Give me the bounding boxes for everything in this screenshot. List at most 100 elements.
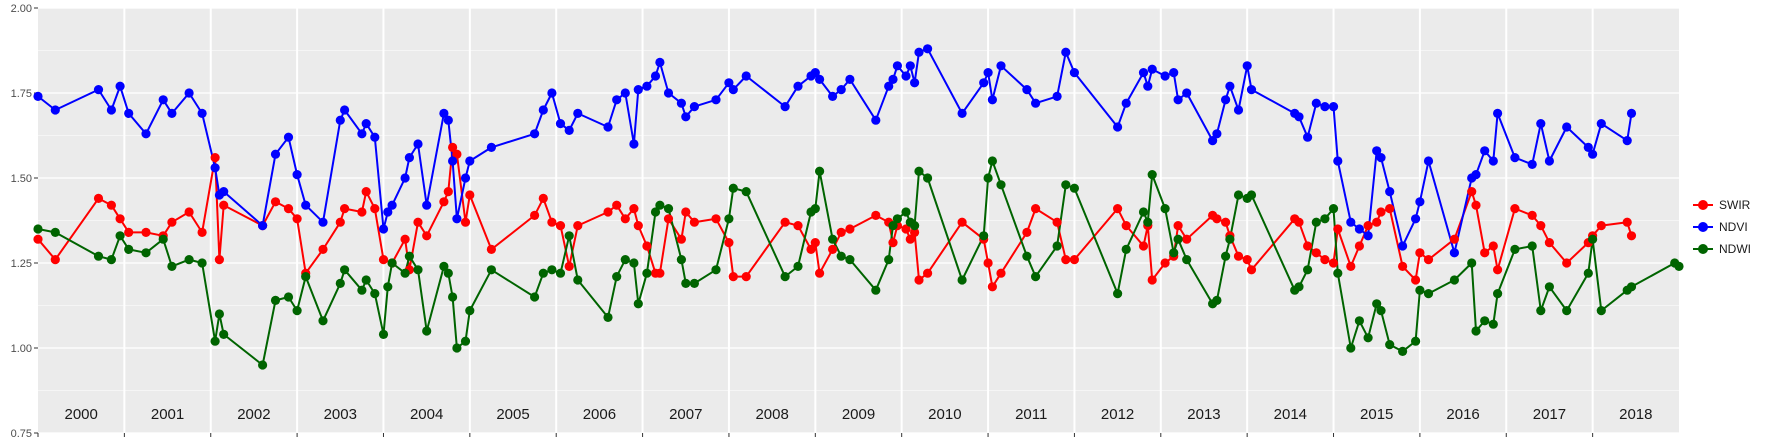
- data-point-ndvi: [443, 115, 453, 125]
- data-point-ndwi: [214, 309, 224, 319]
- data-point-swir: [1221, 217, 1231, 227]
- data-point-ndvi: [1544, 156, 1554, 166]
- data-point-ndwi: [892, 214, 903, 224]
- data-point-ndwi: [1398, 346, 1408, 356]
- legend-label-ndwi: NDWI: [1719, 242, 1751, 256]
- data-point-ndwi: [914, 166, 924, 176]
- data-point-swir: [460, 217, 471, 227]
- data-point-swir: [836, 227, 846, 237]
- year-label: 2000: [64, 406, 97, 423]
- data-point-ndvi: [724, 78, 734, 88]
- data-point-ndvi: [1510, 153, 1520, 163]
- data-point-swir: [1121, 221, 1131, 231]
- year-label: 2003: [324, 406, 357, 423]
- data-point-ndvi: [1138, 68, 1149, 78]
- data-point-ndvi: [370, 132, 380, 142]
- data-point-ndvi: [1246, 85, 1257, 95]
- data-point-ndvi: [1480, 146, 1490, 156]
- data-point-ndvi: [1376, 153, 1386, 163]
- data-point-ndwi: [910, 221, 920, 231]
- data-point-ndwi: [650, 207, 661, 217]
- year-label: 2012: [1101, 406, 1134, 423]
- data-point-swir: [1333, 224, 1343, 234]
- data-point-ndwi: [1182, 255, 1192, 265]
- data-point-swir: [642, 241, 652, 251]
- year-label: 2009: [842, 406, 875, 423]
- legend-key-point: [1698, 244, 1708, 254]
- data-point-ndvi: [1069, 68, 1079, 78]
- data-point-ndvi: [1113, 122, 1123, 132]
- legend: SWIR NDVI NDWI: [1693, 198, 1751, 256]
- year-label: 2017: [1533, 406, 1566, 423]
- data-point-ndwi: [1246, 190, 1257, 200]
- data-point-ndwi: [629, 258, 639, 268]
- legend-key-point: [1698, 222, 1708, 232]
- data-point-ndwi: [33, 224, 43, 234]
- data-point-ndwi: [793, 261, 803, 271]
- data-point-ndvi: [676, 98, 687, 108]
- data-point-swir: [1113, 204, 1123, 214]
- data-point-ndvi: [1160, 71, 1170, 81]
- data-point-ndvi: [422, 200, 432, 210]
- data-point-ndvi: [439, 108, 449, 118]
- data-point-ndvi: [1346, 217, 1356, 227]
- data-point-ndvi: [1052, 91, 1062, 101]
- y-tick-label: 0.75: [11, 428, 32, 440]
- data-point-swir: [50, 255, 60, 265]
- data-point-ndvi: [663, 88, 674, 98]
- data-point-ndvi: [905, 61, 915, 71]
- data-point-ndwi: [642, 268, 652, 278]
- data-point-ndvi: [283, 132, 294, 142]
- data-point-ndwi: [292, 306, 302, 316]
- data-point-ndwi: [1225, 234, 1235, 244]
- data-point-swir: [676, 234, 687, 244]
- data-point-swir: [1303, 241, 1313, 251]
- data-point-swir: [400, 234, 410, 244]
- data-point-ndwi: [711, 265, 721, 275]
- data-point-ndwi: [663, 204, 674, 214]
- data-point-swir: [1233, 251, 1244, 261]
- data-point-ndwi: [836, 251, 846, 261]
- data-point-ndvi: [547, 88, 557, 98]
- data-point-ndvi: [1596, 119, 1606, 129]
- data-point-ndwi: [1221, 251, 1231, 261]
- data-point-ndwi: [620, 255, 630, 265]
- data-point-swir: [620, 214, 630, 224]
- data-point-ndvi: [530, 129, 540, 139]
- data-point-swir: [681, 207, 691, 217]
- data-point-ndwi: [486, 265, 496, 275]
- data-point-ndwi: [815, 166, 825, 176]
- data-point-ndvi: [465, 156, 475, 166]
- data-point-ndvi: [957, 108, 967, 118]
- data-point-swir: [1488, 241, 1498, 251]
- data-point-ndvi: [633, 85, 643, 95]
- data-point-swir: [106, 200, 116, 210]
- data-point-ndwi: [1346, 343, 1356, 353]
- data-point-swir: [1411, 275, 1421, 285]
- data-point-ndwi: [383, 282, 393, 292]
- data-point-ndwi: [270, 295, 281, 305]
- data-point-ndvi: [1411, 214, 1421, 224]
- data-point-swir: [1311, 248, 1321, 258]
- data-point-ndvi: [301, 200, 311, 210]
- data-point-swir: [1138, 241, 1149, 251]
- data-point-swir: [167, 217, 177, 227]
- data-point-ndvi: [258, 221, 268, 231]
- data-point-swir: [806, 244, 816, 254]
- data-point-ndvi: [979, 78, 989, 88]
- data-point-swir: [728, 272, 738, 282]
- data-point-swir: [547, 217, 557, 227]
- data-point-ndwi: [1052, 241, 1062, 251]
- data-point-swir: [1385, 204, 1395, 214]
- data-point-ndvi: [357, 129, 367, 139]
- data-point-ndvi: [1242, 61, 1252, 71]
- data-point-swir: [780, 217, 790, 227]
- year-label: 2016: [1446, 406, 1479, 423]
- data-point-ndvi: [219, 187, 229, 197]
- data-point-swir: [340, 204, 350, 214]
- data-point-ndwi: [1536, 306, 1546, 316]
- data-point-ndwi: [167, 261, 177, 271]
- data-point-ndvi: [1182, 88, 1192, 98]
- year-label: 2007: [669, 406, 702, 423]
- data-point-ndvi: [780, 102, 790, 112]
